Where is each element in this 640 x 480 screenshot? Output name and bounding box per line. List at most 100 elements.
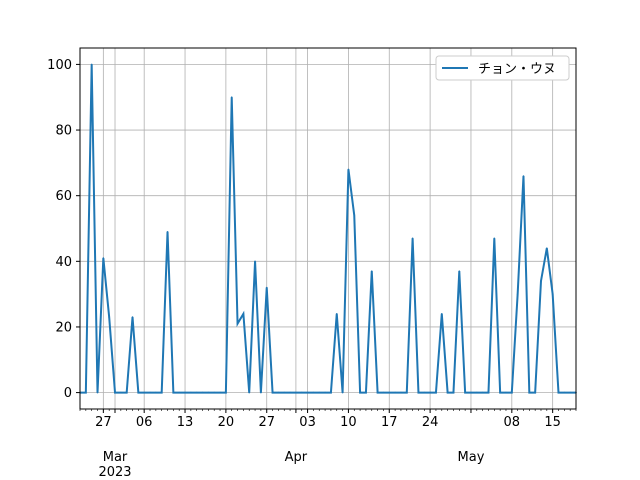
data-point: [283, 391, 286, 394]
data-point: [347, 168, 350, 171]
series-line: [80, 64, 576, 394]
data-point: [277, 391, 280, 394]
x-tick-label: 08: [504, 415, 521, 430]
data-point: [388, 391, 391, 394]
data-point: [516, 293, 519, 295]
y-axis: 0 20 40 60 80 100: [47, 58, 80, 401]
data-point: [546, 247, 548, 249]
data-point: [172, 391, 175, 394]
data-point: [190, 391, 192, 394]
data-point: [96, 391, 99, 394]
data-point: [341, 391, 344, 394]
data-point: [201, 391, 204, 394]
data-point: [312, 391, 315, 394]
data-point: [569, 391, 571, 394]
data-point: [178, 391, 180, 394]
data-point: [166, 230, 169, 233]
data-point: [330, 391, 332, 394]
data-point: [102, 257, 105, 259]
series-layer: [79, 63, 577, 394]
data-point: [289, 391, 291, 394]
x-tick-label: May: [458, 450, 485, 465]
data-point: [359, 391, 361, 394]
x-tick-label: 20: [218, 415, 235, 430]
data-point: [143, 391, 145, 394]
data-point: [219, 391, 221, 394]
data-point: [400, 391, 402, 394]
data-point: [90, 63, 93, 66]
data-point: [242, 313, 245, 315]
data-point: [394, 391, 396, 394]
x-tick-label: 27: [258, 415, 275, 430]
x-axis: 27 Mar 06 13 20 27 Apr 03 10 17 24 May 08 15 2023: [79, 409, 577, 480]
data-point: [505, 391, 507, 394]
y-tick-label: 80: [55, 124, 72, 139]
data-point: [85, 391, 87, 394]
y-tick-label: 40: [55, 255, 72, 270]
data-point: [207, 391, 210, 394]
legend: チョン・ウヌ: [435, 55, 570, 81]
data-point: [487, 391, 490, 394]
data-point: [300, 391, 303, 394]
data-point: [365, 391, 367, 394]
data-point: [114, 391, 116, 394]
legend-label: チョン・ウヌ: [478, 62, 556, 77]
data-point: [195, 391, 198, 394]
data-point: [522, 175, 525, 177]
data-point: [149, 391, 151, 394]
y-tick-label: 60: [55, 189, 72, 204]
x-tick-label: Mar: [103, 450, 128, 465]
data-point: [499, 391, 501, 394]
x-tick-label: 15: [544, 415, 561, 430]
data-point: [131, 316, 134, 318]
x-tick-label: Apr: [285, 450, 308, 465]
data-point: [476, 391, 478, 394]
data-point: [528, 391, 531, 394]
x-tick-label: 06: [136, 415, 153, 430]
data-point: [417, 391, 420, 394]
data-point: [411, 237, 414, 240]
data-point: [120, 391, 122, 394]
data-point: [353, 214, 356, 217]
data-point: [265, 286, 268, 289]
data-point: [324, 391, 326, 394]
data-point: [230, 96, 233, 99]
data-point: [452, 391, 455, 394]
data-point: [137, 391, 140, 394]
data-point: [271, 391, 274, 394]
data-point: [440, 313, 443, 315]
y-tick-label: 0: [64, 386, 72, 401]
x-tick-label: 27: [95, 415, 112, 430]
data-point: [370, 270, 373, 272]
data-point: [125, 391, 128, 394]
data-point: [534, 391, 536, 394]
data-point: [108, 316, 110, 318]
data-point: [405, 391, 408, 394]
data-point: [464, 391, 466, 394]
data-point: [429, 391, 431, 394]
data-point: [318, 391, 321, 394]
data-point: [551, 293, 554, 295]
data-point: [306, 391, 309, 394]
data-point: [254, 260, 256, 263]
data-point: [376, 391, 379, 394]
data-point: [382, 391, 385, 394]
data-point: [335, 313, 338, 315]
data-point: [540, 280, 542, 282]
x-year-label: 2023: [98, 465, 131, 480]
data-point: [481, 391, 484, 394]
data-point: [446, 391, 449, 394]
plot-frame: [79, 47, 577, 410]
data-point: [260, 391, 262, 394]
data-point: [423, 391, 426, 394]
data-point: [435, 391, 437, 394]
y-tick-label: 100: [47, 58, 72, 73]
legend-box: [435, 55, 570, 81]
x-tick-label: 17: [381, 415, 398, 430]
data-point: [511, 391, 513, 394]
data-point: [458, 270, 461, 272]
x-tick-label: 10: [340, 415, 357, 430]
x-tick-label: 03: [299, 415, 316, 430]
y-tick-label: 20: [55, 320, 72, 335]
